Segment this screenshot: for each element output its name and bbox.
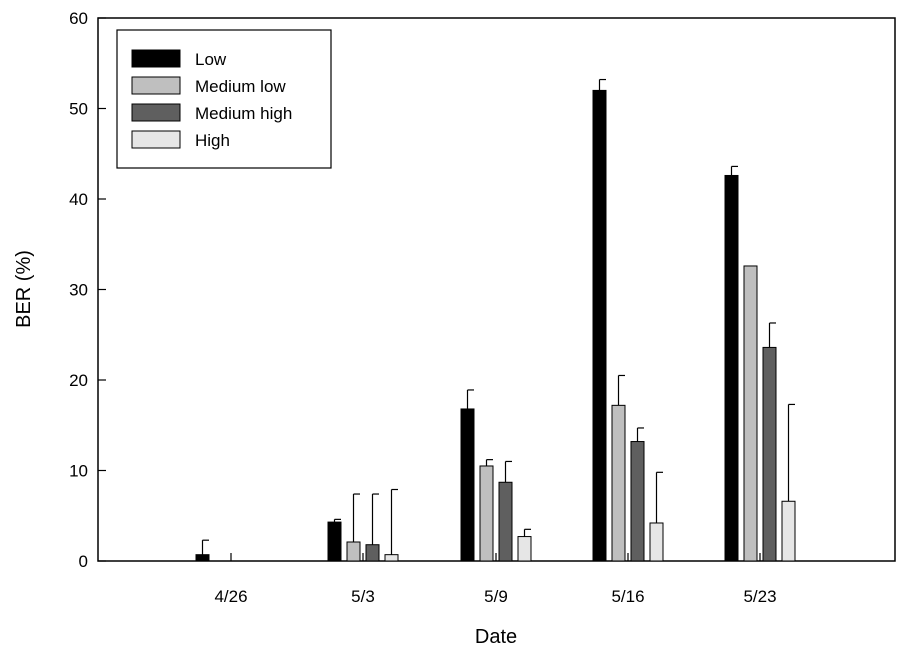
bar-medium-low [743, 265, 758, 562]
legend-label-medium-high: Medium high [195, 104, 292, 123]
y-tick-label: 60 [69, 9, 88, 28]
legend-swatch-medium-high [131, 103, 181, 122]
x-tick-label: 5/23 [743, 587, 776, 606]
y-axis: 0 10 20 30 40 50 60 [69, 9, 106, 571]
legend-swatch-medium-low [131, 76, 181, 95]
legend-label-low: Low [195, 50, 227, 69]
bar-high [649, 522, 664, 562]
bar-low [592, 89, 607, 562]
bar-medium-low [611, 404, 626, 562]
y-axis-title: BER (%) [13, 250, 35, 328]
y-tick-label: 50 [69, 100, 88, 119]
error-bars [201, 78, 795, 555]
x-tick-label: 4/26 [214, 587, 247, 606]
legend-label-high: High [195, 131, 230, 150]
x-tick-label: 5/9 [484, 587, 508, 606]
y-tick-label: 30 [69, 281, 88, 300]
y-tick-label: 20 [69, 371, 88, 390]
legend-swatch-high [131, 130, 181, 149]
bar-low [327, 521, 342, 562]
x-tick-label: 5/16 [611, 587, 644, 606]
y-tick-label: 0 [79, 552, 88, 571]
bar-medium-high [498, 481, 513, 562]
x-tick-label: 5/3 [351, 587, 375, 606]
bar-high [781, 500, 796, 562]
y-tick-label: 40 [69, 190, 88, 209]
legend: Low Medium low Medium high High [116, 29, 332, 169]
legend-swatch-low [131, 49, 181, 68]
bars [195, 89, 796, 562]
y-tick-label: 10 [69, 462, 88, 481]
bar-medium-high [365, 544, 380, 562]
bar-low [460, 408, 475, 562]
bar-low [724, 174, 739, 562]
bar-medium-low [479, 465, 494, 562]
legend-label-medium-low: Medium low [195, 77, 286, 96]
bar-high [384, 554, 399, 562]
bar-high [517, 536, 532, 562]
bar-medium-high [630, 441, 645, 562]
bar-medium-low [346, 541, 361, 562]
x-axis-title: Date [475, 626, 517, 648]
bar-medium-high [762, 346, 777, 562]
bar-low [195, 554, 210, 562]
x-axis: 4/26 5/3 5/9 5/16 5/23 [214, 553, 777, 606]
